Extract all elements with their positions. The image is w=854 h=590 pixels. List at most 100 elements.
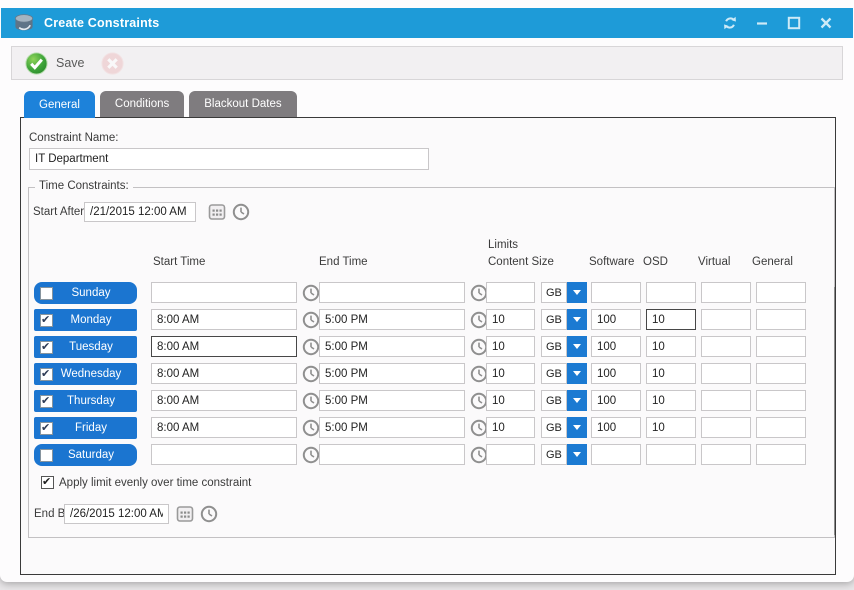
- osd-limit-input[interactable]: [646, 336, 696, 357]
- start-time-input[interactable]: [151, 363, 297, 384]
- unit-dropdown-button[interactable]: [567, 282, 587, 303]
- general-limit-input[interactable]: [756, 417, 806, 438]
- day-toggle-thursday[interactable]: Thursday: [34, 390, 137, 412]
- software-limit-input[interactable]: [591, 444, 641, 465]
- unit-dropdown-button[interactable]: [567, 444, 587, 465]
- general-limit-input[interactable]: [756, 363, 806, 384]
- start-time-clock-button[interactable]: [302, 446, 320, 464]
- day-toggle-monday[interactable]: Monday: [34, 309, 137, 331]
- end-time-clock-button[interactable]: [470, 311, 488, 329]
- start-after-input[interactable]: [84, 202, 196, 222]
- end-time-input[interactable]: [319, 363, 465, 384]
- osd-limit-input[interactable]: [646, 417, 696, 438]
- general-limit-input[interactable]: [756, 336, 806, 357]
- start-time-input[interactable]: [151, 444, 297, 465]
- day-label: Wednesday: [60, 368, 122, 380]
- save-button[interactable]: Save: [25, 51, 85, 75]
- start-time-clock-button[interactable]: [302, 311, 320, 329]
- cancel-button[interactable]: [100, 51, 124, 75]
- unit-dropdown-button[interactable]: [567, 309, 587, 330]
- close-button[interactable]: [815, 12, 837, 34]
- day-toggle-saturday[interactable]: Saturday: [34, 444, 137, 466]
- virtual-limit-input[interactable]: [701, 363, 751, 384]
- day-checkbox[interactable]: [40, 421, 53, 435]
- end-time-clock-button[interactable]: [470, 365, 488, 383]
- virtual-limit-input[interactable]: [701, 417, 751, 438]
- osd-limit-input[interactable]: [646, 282, 696, 303]
- software-limit-input[interactable]: [591, 363, 641, 384]
- refresh-button[interactable]: [719, 12, 741, 34]
- start-after-calendar-button[interactable]: [208, 203, 226, 221]
- end-time-input[interactable]: [319, 444, 465, 465]
- start-time-clock-button[interactable]: [302, 419, 320, 437]
- software-limit-input[interactable]: [591, 309, 641, 330]
- end-time-input[interactable]: [319, 282, 465, 303]
- virtual-limit-input[interactable]: [701, 390, 751, 411]
- virtual-limit-input[interactable]: [701, 309, 751, 330]
- day-checkbox[interactable]: [40, 367, 53, 381]
- day-checkbox[interactable]: [40, 394, 53, 408]
- unit-dropdown-button[interactable]: [567, 363, 587, 384]
- unit-dropdown-button[interactable]: [567, 417, 587, 438]
- day-checkbox[interactable]: [40, 313, 53, 327]
- day-toggle-wednesday[interactable]: Wednesday: [34, 363, 137, 385]
- end-by-calendar-button[interactable]: [176, 505, 194, 523]
- osd-limit-input[interactable]: [646, 309, 696, 330]
- content-size-input[interactable]: [486, 336, 535, 357]
- content-size-input[interactable]: [486, 363, 535, 384]
- minimize-button[interactable]: [751, 12, 773, 34]
- day-toggle-friday[interactable]: Friday: [34, 417, 137, 439]
- day-checkbox[interactable]: [40, 340, 53, 354]
- content-size-input[interactable]: [486, 309, 535, 330]
- software-limit-input[interactable]: [591, 390, 641, 411]
- osd-limit-input[interactable]: [646, 390, 696, 411]
- software-limit-input[interactable]: [591, 336, 641, 357]
- day-checkbox[interactable]: [40, 286, 53, 300]
- general-limit-input[interactable]: [756, 390, 806, 411]
- virtual-limit-input[interactable]: [701, 282, 751, 303]
- software-limit-input[interactable]: [591, 282, 641, 303]
- content-size-input[interactable]: [486, 282, 535, 303]
- general-limit-input[interactable]: [756, 309, 806, 330]
- end-time-input[interactable]: [319, 417, 465, 438]
- virtual-limit-input[interactable]: [701, 444, 751, 465]
- content-size-input[interactable]: [486, 417, 535, 438]
- tab-general[interactable]: General: [24, 91, 95, 118]
- start-time-input[interactable]: [151, 336, 297, 357]
- start-time-input[interactable]: [151, 282, 297, 303]
- software-limit-input[interactable]: [591, 417, 641, 438]
- osd-limit-input[interactable]: [646, 444, 696, 465]
- content-size-input[interactable]: [486, 390, 535, 411]
- osd-limit-input[interactable]: [646, 363, 696, 384]
- end-time-input[interactable]: [319, 309, 465, 330]
- end-time-input[interactable]: [319, 336, 465, 357]
- unit-dropdown-button[interactable]: [567, 336, 587, 357]
- tab-conditions[interactable]: Conditions: [99, 91, 185, 117]
- maximize-button[interactable]: [783, 12, 805, 34]
- days-panel-edge: [834, 287, 835, 535]
- apply-limit-checkbox[interactable]: [41, 475, 54, 489]
- general-limit-input[interactable]: [756, 282, 806, 303]
- chevron-down-icon: [573, 317, 581, 322]
- tab-blackout-dates[interactable]: Blackout Dates: [189, 91, 297, 117]
- day-toggle-tuesday[interactable]: Tuesday: [34, 336, 137, 358]
- end-time-input[interactable]: [319, 390, 465, 411]
- start-time-input[interactable]: [151, 309, 297, 330]
- constraint-name-input[interactable]: [29, 148, 429, 170]
- minimize-icon: [757, 22, 767, 25]
- start-time-input[interactable]: [151, 417, 297, 438]
- content-size-input[interactable]: [486, 444, 535, 465]
- unit-dropdown-button[interactable]: [567, 390, 587, 411]
- virtual-limit-input[interactable]: [701, 336, 751, 357]
- general-limit-input[interactable]: [756, 444, 806, 465]
- start-time-clock-button[interactable]: [302, 284, 320, 302]
- day-checkbox[interactable]: [40, 448, 53, 462]
- end-by-input[interactable]: [64, 504, 169, 524]
- start-after-time-button[interactable]: [232, 203, 250, 221]
- start-time-clock-button[interactable]: [302, 365, 320, 383]
- day-toggle-sunday[interactable]: Sunday: [34, 282, 137, 304]
- start-time-clock-button[interactable]: [302, 338, 320, 356]
- start-time-input[interactable]: [151, 390, 297, 411]
- start-time-clock-button[interactable]: [302, 392, 320, 410]
- end-by-time-button[interactable]: [200, 505, 218, 523]
